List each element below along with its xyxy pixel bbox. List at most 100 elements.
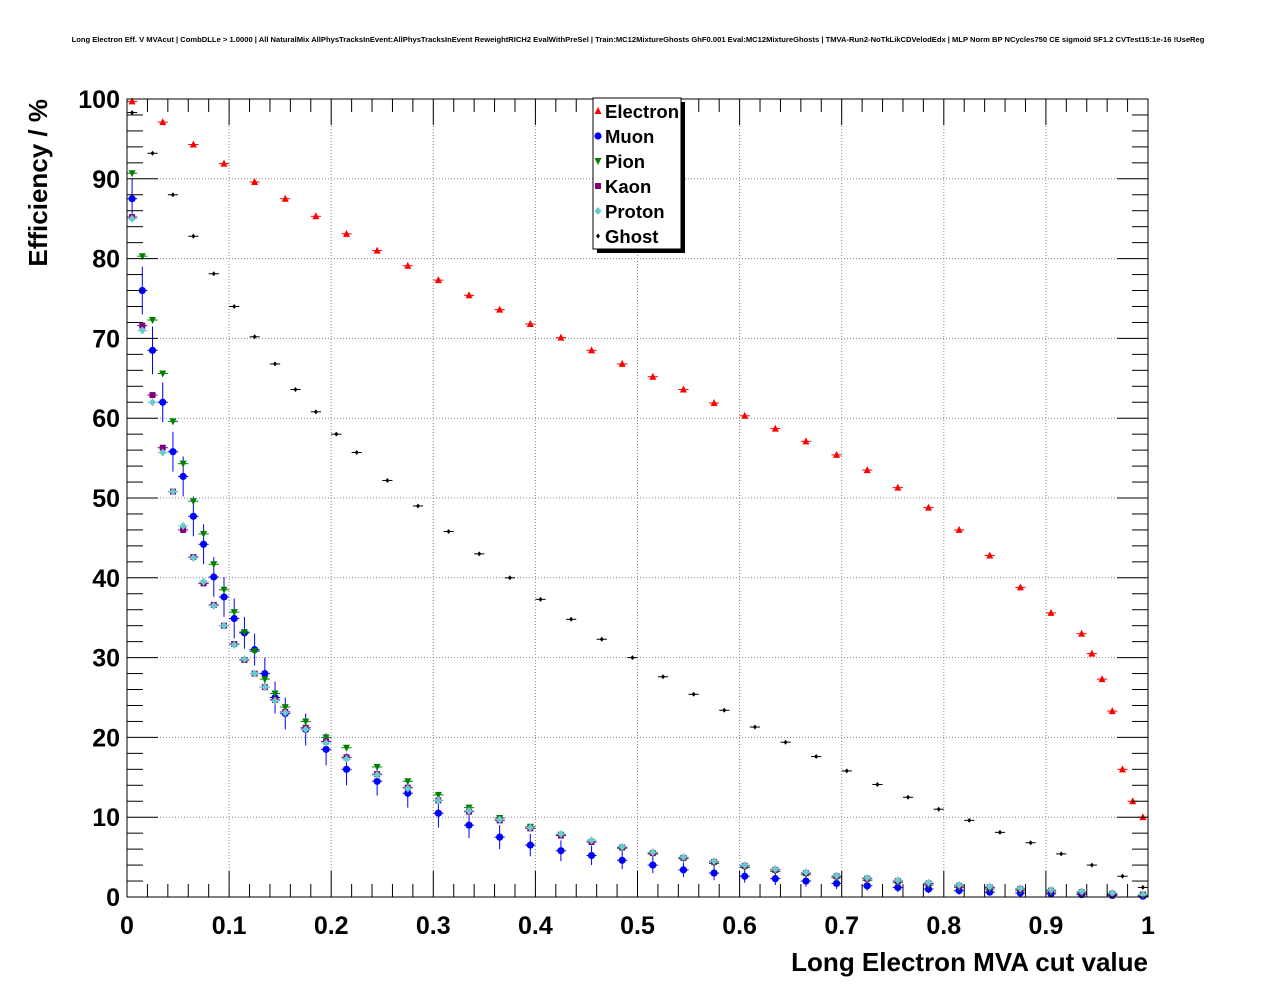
muon-point — [434, 809, 443, 817]
muon-point — [220, 593, 228, 601]
electron-point — [679, 385, 687, 393]
electron-point — [343, 229, 351, 237]
legend-marker-ghost — [596, 233, 600, 239]
muon-point — [404, 789, 412, 797]
ghost-point — [170, 192, 175, 198]
electron-point — [465, 291, 473, 299]
ghost-point — [232, 303, 237, 309]
legend-entry-proton: Proton — [605, 201, 665, 222]
muon-point — [894, 883, 902, 892]
proton-point — [679, 853, 687, 862]
muon-point — [169, 448, 177, 456]
muon-point — [863, 882, 871, 890]
proton-point — [230, 640, 238, 649]
x-tick-label: 0.5 — [620, 912, 655, 940]
proton-point — [179, 521, 187, 530]
legend-box — [592, 97, 682, 250]
proton-point — [802, 868, 810, 877]
proton-point — [271, 696, 279, 705]
legend-entry-muon: Muon — [605, 126, 654, 147]
muon-point — [373, 777, 381, 785]
proton-point — [526, 823, 534, 832]
ghost-point — [783, 739, 788, 745]
electron-point — [1088, 649, 1096, 657]
legend-marker-muon — [594, 132, 602, 140]
pion-point — [281, 704, 289, 712]
ghost-point — [875, 781, 880, 787]
proton-point — [373, 770, 381, 779]
ghost-point — [814, 754, 819, 760]
pion-point — [251, 648, 259, 656]
muon-point — [802, 877, 810, 885]
y-tick-label: 40 — [92, 565, 120, 593]
proton-point — [189, 553, 197, 562]
ghost-point — [1089, 862, 1094, 868]
electron-point — [373, 246, 381, 254]
pion-point — [149, 317, 157, 325]
muon-point — [618, 856, 626, 864]
ghost-point — [1028, 840, 1033, 846]
ghost-point — [906, 794, 911, 800]
electron-point — [986, 551, 994, 559]
y-tick-label: 60 — [92, 405, 120, 433]
electron-point — [1108, 707, 1116, 715]
pion-point — [434, 791, 442, 799]
ghost-point — [273, 361, 278, 367]
muon-point — [496, 833, 504, 841]
y-tick-labels: 0 10 20 30 40 50 60 70 80 90 100 — [78, 86, 120, 912]
proton-point — [200, 577, 208, 586]
x-tick-label: 0.9 — [1029, 912, 1064, 940]
legend-marker-kaon — [595, 183, 601, 189]
electron-point — [1016, 583, 1024, 591]
electron-point — [618, 359, 626, 367]
proton-point — [261, 683, 269, 692]
proton-point — [169, 487, 177, 496]
legend-entry-ghost: Ghost — [605, 226, 658, 247]
pion-point — [200, 530, 208, 538]
ghost-point — [630, 655, 635, 661]
ghost-point — [150, 150, 155, 156]
electron-point — [649, 372, 657, 380]
chart-title: Long Electron Eff. V MVAcut | CombDLLe >… — [72, 35, 1205, 44]
x-tick-label: 0.6 — [722, 912, 757, 940]
y-tick-label: 50 — [92, 485, 120, 513]
electron-point — [955, 525, 963, 533]
pion-point — [128, 170, 136, 178]
kaon-point — [159, 444, 166, 451]
pion-point — [210, 561, 218, 569]
electron-point — [802, 437, 810, 445]
proton-point — [159, 448, 167, 457]
muon-point — [159, 398, 167, 406]
pion-point — [220, 586, 228, 594]
pion-point — [230, 609, 238, 617]
proton-point — [343, 754, 351, 763]
electron-point — [771, 424, 779, 432]
ghost-point — [293, 386, 298, 392]
proton-point — [251, 669, 259, 678]
proton-point — [240, 655, 248, 664]
x-tick-label: 0.8 — [926, 912, 961, 940]
proton-point — [741, 861, 749, 870]
ghost-point — [1059, 851, 1064, 857]
muon-point — [679, 866, 688, 874]
legend-marker-electron — [594, 107, 602, 114]
proton-point — [955, 881, 963, 890]
muon-point — [832, 879, 841, 888]
proton-point — [1016, 884, 1024, 893]
y-tick-label: 0 — [106, 884, 120, 912]
proton-point — [210, 601, 218, 610]
muon-point — [342, 765, 351, 773]
electron-point — [1098, 675, 1106, 683]
x-tick-label: 0.3 — [416, 912, 451, 940]
proton-point — [138, 326, 146, 335]
proton-point — [322, 738, 330, 747]
muon-point — [230, 614, 238, 623]
pion-point — [240, 629, 248, 637]
y-tick-label: 80 — [92, 246, 120, 274]
pion-point — [373, 763, 381, 771]
muon-point — [526, 841, 534, 849]
x-tick-label: 1 — [1141, 912, 1155, 940]
muon-point — [557, 847, 565, 855]
ghost-point — [191, 233, 196, 239]
electron-point — [312, 212, 320, 220]
